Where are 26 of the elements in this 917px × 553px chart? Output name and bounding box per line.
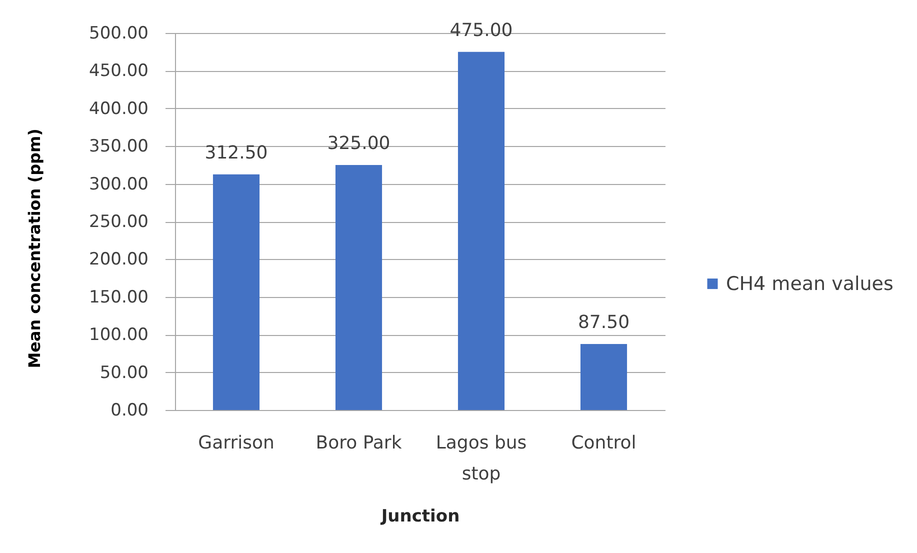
x-tick-label: Boro Park — [316, 432, 402, 454]
y-tick-label: 400.00 — [89, 98, 148, 119]
x-tick-label: Garrison — [198, 432, 274, 454]
y-tick-label: 500.00 — [89, 24, 148, 44]
data-label: 87.50 — [578, 312, 630, 334]
x-tick-label: Control — [571, 432, 636, 454]
y-tick-label: 350.00 — [89, 136, 148, 157]
y-tick-label: 450.00 — [89, 61, 148, 82]
bar — [212, 174, 260, 410]
y-tick-label: 0.00 — [110, 400, 148, 420]
y-axis-title: Mean concentration (ppm) — [25, 128, 44, 368]
y-tick-label: 300.00 — [89, 174, 148, 194]
data-label: 312.50 — [204, 142, 268, 164]
x-tick-label: Lagos bus stop — [436, 432, 527, 484]
data-label: 475.00 — [450, 20, 513, 41]
x-axis-title: Junction — [380, 506, 460, 526]
y-tick-label: 200.00 — [89, 250, 148, 270]
y-tick-label: 50.00 — [100, 362, 148, 383]
y-tick-label: 250.00 — [89, 212, 148, 232]
legend-label: CH4 mean values — [726, 272, 894, 295]
data-label: 325.00 — [327, 132, 390, 154]
bar — [458, 52, 505, 410]
bar — [335, 164, 382, 410]
bar — [580, 344, 628, 410]
y-tick-label: 150.00 — [89, 287, 148, 308]
y-tick-label: 100.00 — [89, 325, 148, 346]
